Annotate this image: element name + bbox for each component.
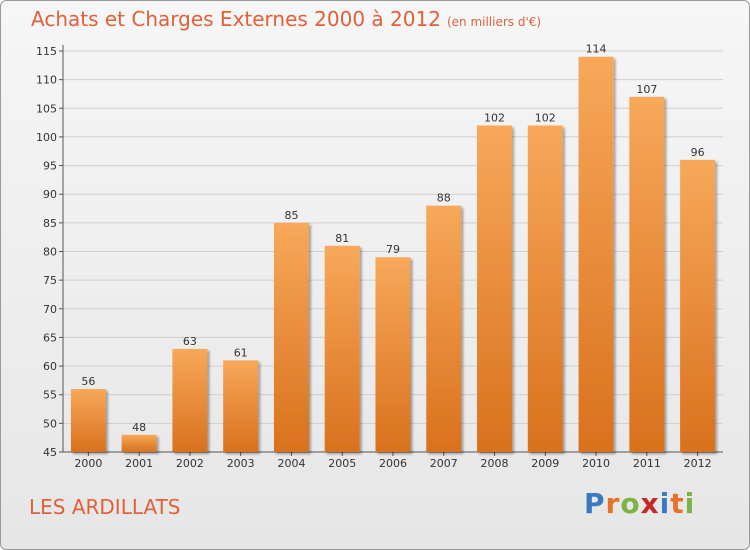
y-tick-label: 100	[36, 131, 57, 144]
logo-letter: P	[584, 487, 606, 520]
value-label-2011: 107	[636, 83, 657, 96]
x-tick-label: 2010	[582, 457, 610, 470]
y-tick-label: 90	[43, 188, 57, 201]
value-label-2003: 61	[234, 346, 248, 359]
chart-title-text: Achats et Charges Externes 2000 à 2012	[31, 7, 441, 31]
x-tick-label: 2011	[633, 457, 661, 470]
x-tick-label: 2000	[74, 457, 102, 470]
bar-2005	[324, 245, 360, 452]
x-tick-label: 2007	[430, 457, 458, 470]
y-tick-label: 75	[43, 274, 57, 287]
y-tick-label: 105	[36, 102, 57, 115]
bars	[70, 56, 716, 453]
bar-2001	[121, 434, 157, 452]
bar-2011	[629, 96, 665, 452]
y-tick-label: 85	[43, 217, 57, 230]
bar-2006	[375, 257, 411, 452]
x-tick-label: 2002	[176, 457, 204, 470]
value-label-2006: 79	[386, 243, 400, 256]
value-label-2009: 102	[535, 111, 556, 124]
bar-2004	[273, 222, 309, 452]
x-tick-label: 2012	[684, 457, 712, 470]
bar-2009	[527, 125, 563, 452]
labels: 2000 56 2001 48 2002 63 2003 61 2004 85 2005 81 2006…	[74, 43, 711, 470]
logo-letter: i	[659, 487, 671, 520]
logo-letter: i	[684, 487, 696, 520]
value-label-2000: 56	[81, 375, 95, 388]
y-tick-label: 110	[36, 74, 57, 87]
x-tick-label: 2009	[531, 457, 559, 470]
y-tick-label: 60	[43, 360, 57, 373]
bar-2012	[680, 159, 716, 453]
y-tick-label: 95	[43, 160, 57, 173]
x-tick-label: 2005	[328, 457, 356, 470]
bar-2002	[172, 348, 208, 452]
y-tick-label: 55	[43, 389, 57, 402]
logo-letter: r	[605, 487, 621, 520]
y-tick-label: 70	[43, 303, 57, 316]
proxiti-logo[interactable]: Proxiti	[584, 487, 695, 520]
logo-letter: t	[670, 487, 685, 520]
y-tick-label: 50	[43, 417, 57, 430]
value-label-2010: 114	[586, 43, 607, 56]
x-tick-label: 2008	[481, 457, 509, 470]
value-label-2001: 48	[132, 421, 146, 434]
logo-letter: x	[640, 487, 660, 520]
y-tick-label: 80	[43, 246, 57, 259]
y-tick-label: 45	[43, 446, 57, 459]
bar-2010	[578, 56, 614, 452]
bar-2007	[426, 205, 462, 452]
value-label-2004: 85	[284, 209, 298, 222]
logo-letter: o	[620, 487, 641, 520]
chart-title: Achats et Charges Externes 2000 à 2012 (e…	[31, 7, 541, 31]
x-tick-label: 2004	[277, 457, 305, 470]
place-name: LES ARDILLATS	[29, 495, 181, 519]
unit-note: (en milliers d'€)	[446, 15, 542, 29]
bar-2003	[223, 360, 259, 452]
value-label-2008: 102	[484, 111, 505, 124]
value-label-2005: 81	[335, 232, 349, 245]
value-label-2012: 96	[691, 146, 705, 159]
value-label-2007: 88	[437, 192, 451, 205]
value-label-2002: 63	[183, 335, 197, 348]
bar-2000	[70, 388, 106, 452]
x-tick-label: 2003	[227, 457, 255, 470]
y-tick-label: 115	[36, 45, 57, 58]
x-tick-label: 2001	[125, 457, 153, 470]
x-tick-label: 2006	[379, 457, 407, 470]
bar-2008	[477, 125, 513, 452]
y-tick-label: 65	[43, 331, 57, 344]
